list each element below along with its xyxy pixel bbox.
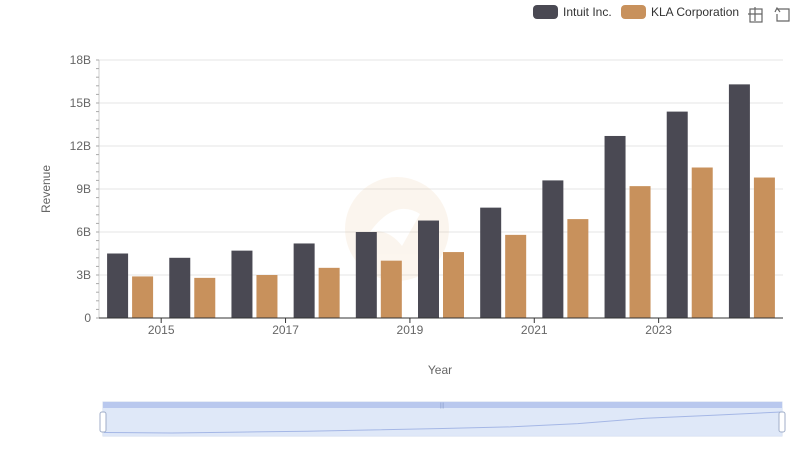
datazoom-top-bar[interactable] xyxy=(103,402,782,408)
y-tick-label: 18B xyxy=(70,53,91,67)
restore-icon[interactable] xyxy=(774,6,790,22)
bar-intuit-2018[interactable] xyxy=(355,232,377,318)
bar-intuit-2021[interactable] xyxy=(542,180,564,318)
datazoom-handle-right[interactable] xyxy=(778,411,786,433)
bar-kla-2024[interactable] xyxy=(753,177,775,318)
bar-intuit-2019[interactable] xyxy=(418,220,439,318)
bar-kla-2017[interactable] xyxy=(318,267,340,318)
legend-swatch[interactable] xyxy=(621,5,646,19)
toolbox xyxy=(748,6,790,23)
y-tick-label: 12B xyxy=(70,139,91,153)
legend-label[interactable]: Intuit Inc. xyxy=(563,5,612,19)
y-tick-label: 6B xyxy=(76,225,91,239)
x-tick-label: 2019 xyxy=(397,323,424,337)
bar-kla-2021[interactable] xyxy=(567,219,589,318)
legend-swatch[interactable] xyxy=(533,5,558,19)
bar-kla-2019[interactable] xyxy=(443,252,464,318)
legend[interactable]: Intuit Inc. KLA Corporation xyxy=(533,5,739,19)
bar-kla-2022[interactable] xyxy=(629,186,651,318)
bar-intuit-2014[interactable] xyxy=(107,253,129,319)
x-tick-label: 2021 xyxy=(521,323,548,337)
y-tick-label: 3B xyxy=(76,268,91,282)
y-axis: 0 3B 6B 9B 12B 15B 18B xyxy=(70,53,100,325)
x-tick-label: 2017 xyxy=(272,323,299,337)
grid xyxy=(99,59,783,319)
bar-intuit-2017[interactable] xyxy=(293,243,315,318)
x-tick-label: 2023 xyxy=(645,323,672,337)
x-axis: 2015 2017 2019 2021 2023 xyxy=(99,317,783,337)
y-axis-title: Revenue xyxy=(39,165,53,213)
bar-intuit-2015[interactable] xyxy=(169,257,191,318)
bar-intuit-2024[interactable] xyxy=(728,84,750,318)
bar-kla-2020[interactable] xyxy=(505,234,527,318)
datazoom-preview-line xyxy=(103,411,782,434)
zoom-icon[interactable] xyxy=(748,7,763,23)
y-tick-label: 0 xyxy=(84,311,91,325)
bar-intuit-2020[interactable] xyxy=(480,207,502,318)
legend-label[interactable]: KLA Corporation xyxy=(651,5,739,19)
y-tick-label: 9B xyxy=(76,182,91,196)
datazoom-selection[interactable] xyxy=(103,407,782,436)
datazoom-handle-left[interactable] xyxy=(99,411,107,433)
x-axis-title: Year xyxy=(428,363,452,377)
bar-kla-2015[interactable] xyxy=(194,277,216,318)
bar-intuit-2022[interactable] xyxy=(604,135,626,318)
bar-kla-2018[interactable] xyxy=(380,260,402,318)
x-tick-label: 2015 xyxy=(148,323,175,337)
bar-intuit-2016[interactable] xyxy=(231,250,253,318)
bar-kla-2016[interactable] xyxy=(256,275,278,318)
bar-intuit-2023[interactable] xyxy=(666,111,688,318)
datazoom-handle-label: ||| xyxy=(440,403,445,409)
bar-kla-2014[interactable] xyxy=(132,276,154,318)
datazoom-slider[interactable]: ||| xyxy=(99,401,786,437)
y-tick-label: 15B xyxy=(70,96,91,110)
bar-kla-2023[interactable] xyxy=(691,167,713,319)
bars xyxy=(107,84,775,318)
